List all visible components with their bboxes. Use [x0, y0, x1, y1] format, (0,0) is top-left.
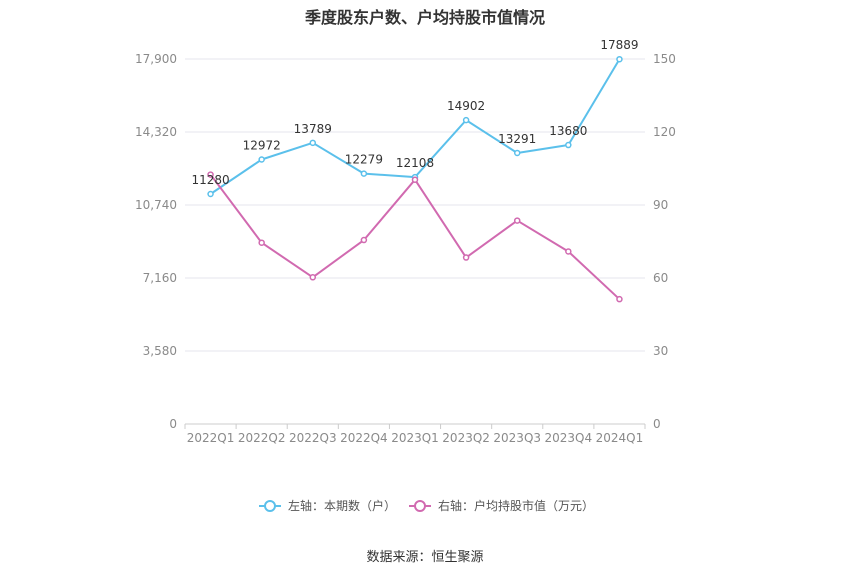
data-label: 11280	[191, 173, 229, 187]
data-point[interactable]	[309, 139, 317, 147]
legend-marker	[414, 500, 426, 512]
left-tick-label: 7,160	[143, 271, 177, 285]
data-point[interactable]	[360, 236, 368, 244]
chart-title: 季度股东户数、户均持股市值情况	[304, 8, 545, 27]
data-point[interactable]	[565, 141, 572, 149]
right-tick-label: 150	[653, 52, 676, 66]
data-label: 12972	[243, 138, 281, 152]
legend: 左轴：本期数（户） 右轴：户均持股市值（万元）	[259, 498, 594, 513]
data-label: 12108	[396, 156, 434, 170]
x-tick-label: 2024Q1	[596, 431, 644, 445]
legend-label: 右轴：户均持股市值（万元）	[438, 498, 594, 513]
x-tick-label: 2022Q3	[289, 431, 337, 445]
right-tick-label: 60	[653, 271, 668, 285]
right-tick-label: 30	[653, 344, 668, 358]
left-tick-label: 17,900	[135, 52, 177, 66]
data-point[interactable]	[616, 55, 623, 63]
x-axis: 2022Q1 2022Q2 2022Q3 2022Q4 2023Q1 2023Q2 2023…	[184, 424, 646, 445]
data-label: 17889	[600, 38, 638, 52]
data-point[interactable]	[411, 176, 419, 183]
data-point[interactable]	[360, 170, 368, 177]
data-point[interactable]	[258, 156, 265, 163]
x-tick-label: 2023Q2	[442, 431, 490, 445]
data-point[interactable]	[513, 149, 521, 157]
data-label: 14902	[447, 99, 485, 113]
x-tick-label: 2023Q4	[545, 431, 593, 445]
data-point[interactable]	[207, 171, 214, 178]
data-label: 13680	[549, 124, 587, 138]
source-note: 数据来源：恒生聚源	[366, 550, 484, 565]
data-point[interactable]	[462, 116, 470, 124]
data-point[interactable]	[565, 248, 572, 255]
data-point[interactable]	[258, 239, 265, 246]
data-point[interactable]	[207, 190, 214, 198]
legend-item-2[interactable]: 右轴：户均持股市值（万元）	[409, 498, 594, 513]
series-lines	[207, 55, 623, 303]
x-tick-label: 2023Q3	[493, 431, 541, 445]
data-point[interactable]	[462, 254, 470, 261]
data-point[interactable]	[513, 217, 521, 224]
data-label: 13291	[498, 132, 536, 146]
x-tick-label: 2022Q1	[187, 431, 235, 445]
left-tick-label: 0	[169, 417, 177, 431]
right-tick-label: 90	[653, 198, 668, 212]
data-label: 13789	[294, 122, 332, 136]
legend-label: 左轴：本期数（户）	[288, 498, 396, 513]
legend-marker	[264, 500, 276, 512]
left-axis: 0 3,580 7,160 10,740 14,320 17,900	[135, 52, 177, 431]
left-tick-label: 14,320	[135, 125, 177, 139]
left-tick-label: 10,740	[135, 198, 177, 212]
series-line-2	[209, 173, 621, 300]
data-labels: 11280 12972 13789 12279 12108 14902 13291 13680…	[191, 38, 638, 187]
x-tick-label: 2022Q2	[238, 431, 286, 445]
data-label: 12279	[345, 153, 383, 167]
right-tick-label: 120	[653, 125, 676, 139]
right-axis: 0 30 60 90 120 150	[653, 52, 676, 431]
right-tick-label: 0	[653, 417, 661, 431]
legend-item-1[interactable]: 左轴：本期数（户）	[259, 498, 396, 513]
data-point[interactable]	[616, 295, 623, 303]
x-tick-label: 2023Q1	[391, 431, 439, 445]
data-point[interactable]	[309, 274, 317, 281]
left-tick-label: 3,580	[143, 344, 177, 358]
x-tick-label: 2022Q4	[340, 431, 388, 445]
grid-lines	[185, 58, 645, 425]
